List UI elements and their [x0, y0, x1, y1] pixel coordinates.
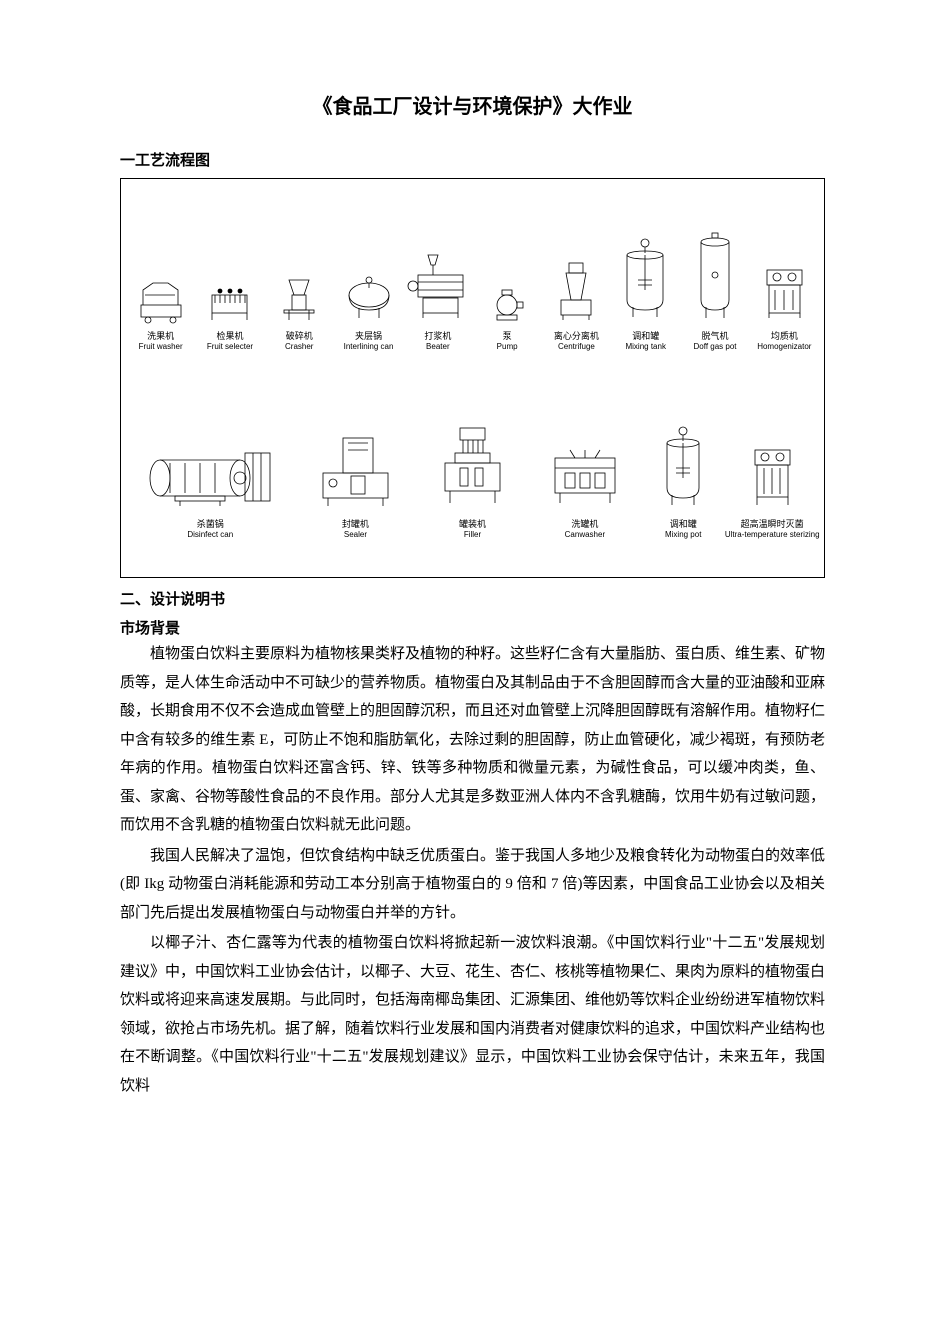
machine-label-cn: 罐装机 [459, 517, 486, 530]
machine-label-cn: 调和罐 [670, 517, 697, 530]
machine-label-en: Fruit selecter [207, 342, 253, 351]
page-title: 《食品工厂设计与环境保护》大作业 [120, 90, 825, 119]
machine-pump: 泵 Pump [472, 275, 541, 351]
machine-interlining-can: 夹层锅 Interlining can [334, 260, 403, 351]
paragraph-3: 我国人民解决了温饱，但饮食结构中缺乏优质蛋白。鉴于我国人多地少及粮食转化为动物蛋… [120, 842, 825, 928]
machine-label-en: Doff gas pot [694, 342, 737, 351]
section2-heading: 二、设计说明书 [120, 588, 825, 609]
machine-label-en: Interlining can [344, 342, 394, 351]
machine-homogenizator: 均质机 Homogenizator [750, 255, 819, 351]
machine-label-cn: 脱气机 [702, 329, 729, 342]
paragraph-1: 植物蛋白饮料主要原料为植物核果类籽及植物的种籽。这些籽仁含有大量脂肪、蛋白质、维… [120, 640, 825, 840]
machine-disinfect-can: 杀菌锅 Disinfect can [126, 433, 295, 539]
machine-mixing-pot: 调和罐 Mixing pot [641, 423, 725, 539]
machine-label-en: Crasher [285, 342, 313, 351]
diagram-row-1: 洗果机 Fruit washer 检果机 Fruit selecter [121, 191, 824, 351]
machine-canwasher: 洗罐机 Canwasher [529, 438, 641, 539]
section1-heading: 一工艺流程图 [120, 149, 825, 170]
machine-fruit-washer: 洗果机 Fruit washer [126, 265, 195, 351]
machine-label-en: Disinfect can [187, 530, 233, 539]
machine-doff-gas-pot: 脱气机 Doff gas pot [680, 230, 749, 351]
machine-sealer: 封罐机 Sealer [295, 428, 417, 539]
machine-label-en: Beater [426, 342, 450, 351]
machine-label-cn: 封罐机 [342, 517, 369, 530]
machine-label-en: Filler [464, 530, 481, 539]
machine-centrifuge: 离心分离机 Centrifuge [542, 255, 611, 351]
machine-label-en: Canwasher [565, 530, 605, 539]
machine-label-cn: 杀菌锅 [197, 517, 224, 530]
machine-filler: 罐装机 Filler [416, 423, 528, 539]
machine-label-cn: 调和罐 [632, 329, 659, 342]
machine-label-cn: 夹层锅 [355, 329, 382, 342]
machine-label-en: Mixing tank [625, 342, 665, 351]
machine-label-cn: 打浆机 [424, 329, 451, 342]
diagram-row-2: 杀菌锅 Disinfect can 封罐机 Sealer [121, 379, 824, 539]
section2-sub-heading: 市场背景 [120, 617, 825, 638]
machine-label-cn: 检果机 [216, 329, 243, 342]
machine-label-cn: 洗罐机 [571, 517, 598, 530]
machine-label-en: Homogenizator [757, 342, 811, 351]
machine-label-en: Mixing pot [665, 530, 701, 539]
machine-crasher: 破碎机 Crasher [265, 265, 334, 351]
machine-label-cn: 破碎机 [286, 329, 313, 342]
machine-label-en: Fruit washer [139, 342, 183, 351]
machine-beater: 打浆机 Beater [403, 250, 472, 351]
machine-label-en: Pump [497, 342, 518, 351]
machine-ultra-temp-sterilizing: 超高温瞬时灭菌 Ultra-temperature sterizing [725, 438, 819, 539]
machine-label-en: Ultra-temperature sterizing [725, 530, 820, 539]
machine-mixing-tank: 调和罐 Mixing tank [611, 235, 680, 351]
machine-label-cn: 均质机 [771, 329, 798, 342]
machine-label-en: Sealer [344, 530, 367, 539]
machine-label-cn: 离心分离机 [554, 329, 599, 342]
machine-fruit-selector: 检果机 Fruit selecter [195, 265, 264, 351]
machine-label-cn: 超高温瞬时灭菌 [741, 517, 804, 530]
machine-label-en: Centrifuge [558, 342, 595, 351]
machine-label-cn: 洗果机 [147, 329, 174, 342]
process-flow-diagram: 洗果机 Fruit washer 检果机 Fruit selecter [120, 178, 825, 578]
paragraph-4: 以椰子汁、杏仁露等为代表的植物蛋白饮料将掀起新一波饮料浪潮。《中国饮料行业"十二… [120, 929, 825, 1100]
machine-label-cn: 泵 [503, 329, 512, 342]
